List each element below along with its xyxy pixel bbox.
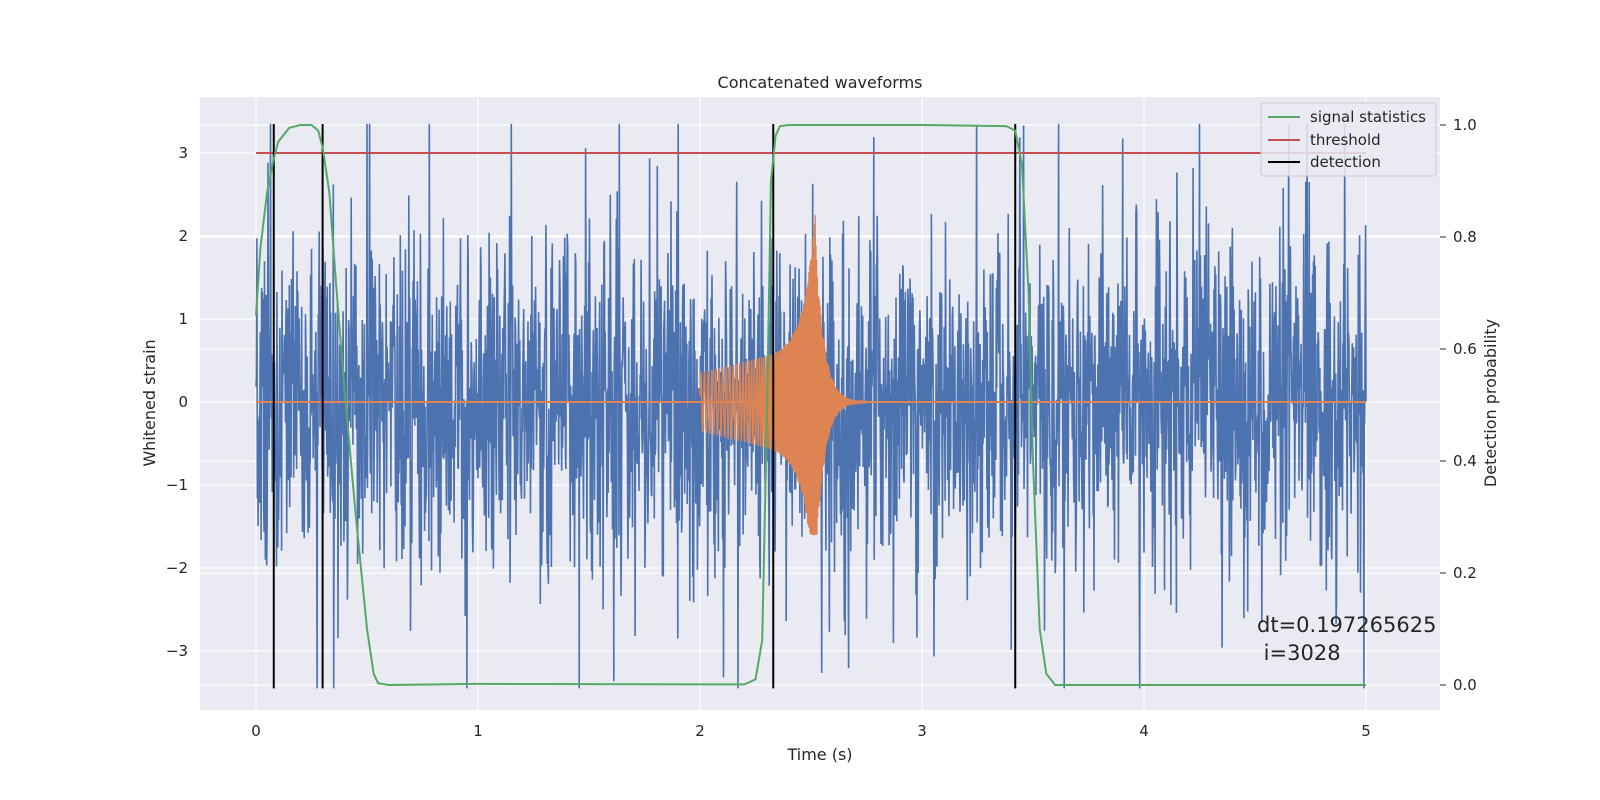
template-chirp <box>699 215 868 536</box>
x-tick-label-0: 0 <box>251 722 261 740</box>
y2-tick-label-0: 0.0 <box>1453 676 1477 694</box>
y-axis-label: Whitened strain <box>140 339 159 466</box>
annotation-dt: dt=0.197265625 <box>1257 613 1436 637</box>
y-tick-label-4: 1 <box>178 310 188 328</box>
y-tick-label-6: 3 <box>178 144 188 162</box>
legend-label-detection: detection <box>1310 153 1381 171</box>
legend-label-signal-statistics: signal statistics <box>1310 108 1426 126</box>
y-tick-label-2: −1 <box>166 476 188 494</box>
chart-title: Concatenated waveforms <box>718 73 923 92</box>
x-tick-label-3: 3 <box>917 722 927 740</box>
annotation-index: i=3028 <box>1257 641 1341 665</box>
axis-ticks: 0 1 2 3 4 5 −3 −2 −1 0 1 2 3 0.0 0.2 0.4 0.6 0.8 1.0 <box>166 116 1477 740</box>
x-axis-label: Time (s) <box>786 745 852 764</box>
detection-series <box>272 123 1017 689</box>
y2-axis-label: Detection probability <box>1481 319 1500 487</box>
y2-tick-label-2: 0.4 <box>1453 452 1477 470</box>
y-tick-label-0: −3 <box>166 642 188 660</box>
legend-label-threshold: threshold <box>1310 131 1381 149</box>
y2-tick-label-4: 0.8 <box>1453 228 1477 246</box>
y2-tick-label-5: 1.0 <box>1453 116 1477 134</box>
legend-box <box>1260 102 1437 177</box>
x-tick-label-5: 5 <box>1361 722 1371 740</box>
x-tick-label-1: 1 <box>473 722 483 740</box>
y2-tick-label-3: 0.6 <box>1453 340 1477 358</box>
legend: signal statistics threshold detection <box>1260 102 1437 177</box>
x-tick-label-2: 2 <box>695 722 705 740</box>
signal-statistics-series <box>255 124 1366 686</box>
y-tick-label-1: −2 <box>166 559 188 577</box>
y-tick-label-3: 0 <box>178 393 188 411</box>
y-tick-label-5: 2 <box>178 227 188 245</box>
y2-tick-label-1: 0.2 <box>1453 564 1477 582</box>
x-tick-label-4: 4 <box>1139 722 1149 740</box>
template-series <box>256 215 1366 536</box>
signal-statistics-line <box>255 124 1366 686</box>
